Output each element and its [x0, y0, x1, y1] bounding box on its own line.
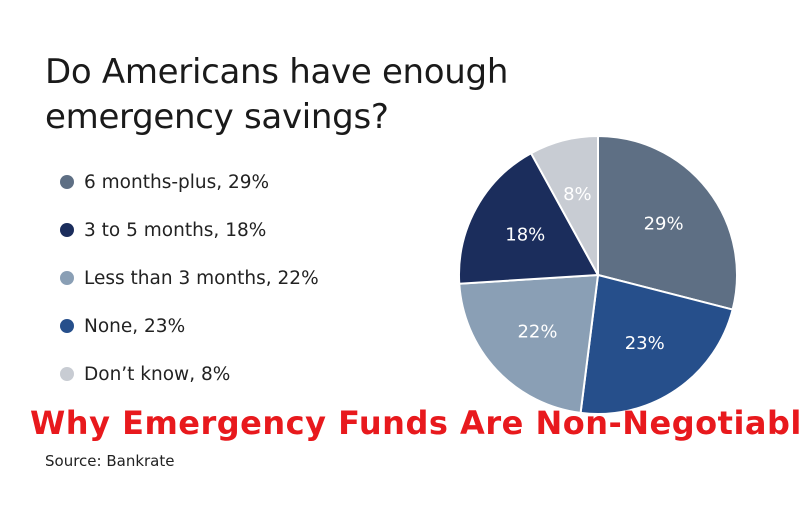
- legend-item-3-to-5-months: 3 to 5 months, 18%: [60, 206, 319, 254]
- pie-data-label-don-t-know: 8%: [563, 184, 592, 205]
- legend-label: 6 months-plus, 29%: [84, 171, 270, 193]
- chart-title-line-2: emergency savings?: [45, 97, 389, 137]
- legend-label: None, 23%: [84, 315, 186, 337]
- source-note: Source: Bankrate: [45, 452, 175, 470]
- pie-data-label-less-than-3-months: 22%: [517, 321, 557, 342]
- legend-swatch: [60, 175, 74, 189]
- legend-label: 3 to 5 months, 18%: [84, 219, 267, 241]
- legend-item-less-than-3-months: Less than 3 months, 22%: [60, 254, 319, 302]
- legend-item-dont-know: Don’t know, 8%: [60, 350, 319, 398]
- legend-swatch: [60, 319, 74, 333]
- chart-title: Do Americans have enough emergency savin…: [45, 50, 565, 140]
- pie-slice-6-months-plus: [597, 134, 738, 311]
- legend-label: Less than 3 months, 22%: [84, 267, 319, 289]
- legend-label: Don’t know, 8%: [84, 363, 231, 385]
- overlay-headline: Why Emergency Funds Are Non-Negotiable: [30, 404, 800, 442]
- pie-slice-don-t-know: [529, 134, 599, 276]
- legend-item-6-months-plus: 6 months-plus, 29%: [60, 158, 319, 206]
- legend-swatch: [60, 223, 74, 237]
- pie-data-label-3-to-5-months: 18%: [505, 225, 545, 246]
- pie-slice-less-than-3-months: [458, 273, 600, 415]
- legend: 6 months-plus, 29% 3 to 5 months, 18% Le…: [60, 158, 319, 398]
- pie-data-label-none: 23%: [625, 333, 665, 354]
- pie-data-label-6-months-plus: 29%: [644, 214, 684, 235]
- pie-slice-3-to-5-months: [457, 151, 600, 285]
- chart-title-line-1: Do Americans have enough: [45, 52, 509, 92]
- legend-swatch: [60, 367, 74, 381]
- pie-slice-none: [579, 273, 734, 415]
- legend-swatch: [60, 271, 74, 285]
- legend-item-none: None, 23%: [60, 302, 319, 350]
